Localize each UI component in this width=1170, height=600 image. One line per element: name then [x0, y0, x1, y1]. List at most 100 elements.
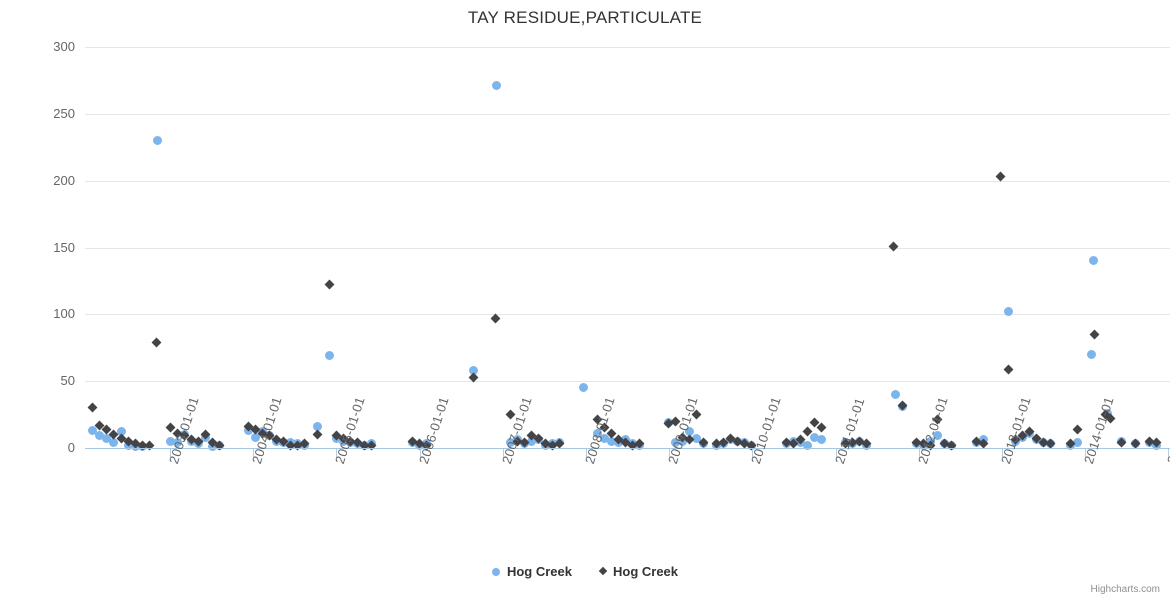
data-point[interactable]	[87, 426, 97, 436]
data-point[interactable]	[312, 422, 322, 432]
data-point[interactable]	[101, 424, 111, 435]
data-point[interactable]	[278, 436, 288, 447]
data-point[interactable]	[526, 436, 536, 446]
x-tick-mark	[586, 449, 587, 458]
data-point[interactable]	[971, 438, 981, 448]
data-point[interactable]	[809, 432, 819, 442]
data-point[interactable]	[151, 337, 161, 348]
data-point[interactable]	[94, 431, 104, 441]
data-point[interactable]	[243, 426, 253, 436]
data-point[interactable]	[578, 383, 588, 393]
data-point[interactable]	[663, 418, 673, 429]
data-point[interactable]	[108, 429, 118, 440]
data-point[interactable]	[207, 437, 217, 448]
data-point[interactable]	[200, 432, 210, 442]
data-point[interactable]	[739, 438, 749, 448]
data-point[interactable]	[732, 436, 742, 447]
y-tick-label: 300	[53, 39, 75, 54]
data-point[interactable]	[243, 421, 253, 432]
data-point[interactable]	[271, 436, 281, 446]
data-point[interactable]	[1088, 256, 1098, 266]
data-point[interactable]	[897, 402, 907, 412]
data-point[interactable]	[718, 437, 728, 448]
data-point[interactable]	[200, 429, 210, 440]
data-point[interactable]	[1072, 438, 1082, 448]
data-point[interactable]	[123, 436, 133, 447]
data-point[interactable]	[1116, 436, 1126, 446]
data-point[interactable]	[1144, 438, 1154, 448]
data-point[interactable]	[809, 417, 819, 428]
data-point[interactable]	[278, 438, 288, 448]
data-point[interactable]	[802, 427, 812, 437]
data-point[interactable]	[1031, 435, 1041, 445]
data-point[interactable]	[854, 436, 864, 447]
data-point[interactable]	[971, 436, 981, 447]
data-point[interactable]	[1024, 427, 1034, 437]
data-point[interactable]	[725, 433, 735, 444]
circle-marker-icon	[491, 567, 500, 576]
data-point[interactable]	[324, 279, 334, 290]
data-point[interactable]	[1151, 437, 1161, 448]
data-point[interactable]	[890, 390, 900, 400]
data-point[interactable]	[888, 241, 898, 252]
data-point[interactable]	[816, 435, 826, 445]
data-point[interactable]	[101, 434, 111, 444]
data-point[interactable]	[795, 438, 805, 448]
data-point[interactable]	[1089, 329, 1099, 340]
data-point[interactable]	[116, 433, 126, 444]
data-point[interactable]	[407, 438, 417, 448]
data-point[interactable]	[854, 436, 864, 446]
data-point[interactable]	[116, 427, 126, 437]
data-point[interactable]	[193, 436, 203, 447]
data-point[interactable]	[1116, 437, 1126, 448]
data-point[interactable]	[130, 442, 140, 452]
data-point[interactable]	[691, 434, 701, 444]
data-point[interactable]	[533, 435, 543, 445]
data-point[interactable]	[468, 365, 478, 375]
data-point[interactable]	[663, 418, 673, 428]
data-point[interactable]	[1024, 428, 1034, 438]
data-point[interactable]	[87, 402, 97, 413]
data-point[interactable]	[207, 442, 217, 452]
data-point[interactable]	[1086, 349, 1096, 359]
data-point[interactable]	[1038, 437, 1048, 448]
legend-label: Hog Creek	[506, 564, 572, 580]
data-point[interactable]	[698, 437, 708, 448]
data-point[interactable]	[1144, 436, 1154, 447]
data-point[interactable]	[324, 351, 334, 361]
data-point[interactable]	[554, 438, 564, 448]
data-point[interactable]	[285, 438, 295, 448]
data-point[interactable]	[613, 435, 623, 445]
data-point[interactable]	[978, 435, 988, 445]
data-point[interactable]	[407, 436, 417, 447]
data-point[interactable]	[533, 433, 543, 444]
data-point[interactable]	[1038, 438, 1048, 448]
legend-item-2[interactable]: Hog Creek	[598, 563, 678, 579]
data-point[interactable]	[620, 437, 630, 448]
data-point[interactable]	[897, 400, 907, 411]
data-point[interactable]	[1003, 364, 1013, 375]
y-tick-label: 100	[53, 306, 75, 322]
chart-legend: Hog Creek Hog Creek	[0, 563, 1170, 579]
data-point[interactable]	[795, 435, 805, 445]
data-point[interactable]	[725, 435, 735, 445]
data-point[interactable]	[526, 431, 536, 441]
data-point[interactable]	[781, 437, 791, 448]
data-point[interactable]	[788, 436, 798, 446]
data-point[interactable]	[165, 422, 175, 433]
data-point[interactable]	[1031, 433, 1041, 444]
data-point[interactable]	[620, 435, 630, 445]
highcharts-credit[interactable]: Highcharts.com	[1090, 584, 1160, 595]
data-point[interactable]	[1072, 424, 1082, 435]
data-point[interactable]	[152, 136, 162, 146]
data-point[interactable]	[491, 81, 501, 91]
legend-item-1[interactable]: Hog Creek	[491, 563, 572, 580]
data-point[interactable]	[816, 422, 826, 433]
data-point[interactable]	[613, 438, 623, 448]
data-point[interactable]	[108, 438, 118, 448]
data-point[interactable]	[94, 420, 104, 431]
data-point[interactable]	[606, 436, 616, 446]
data-point[interactable]	[312, 429, 322, 440]
data-point[interactable]	[137, 442, 147, 452]
data-point[interactable]	[732, 436, 742, 446]
